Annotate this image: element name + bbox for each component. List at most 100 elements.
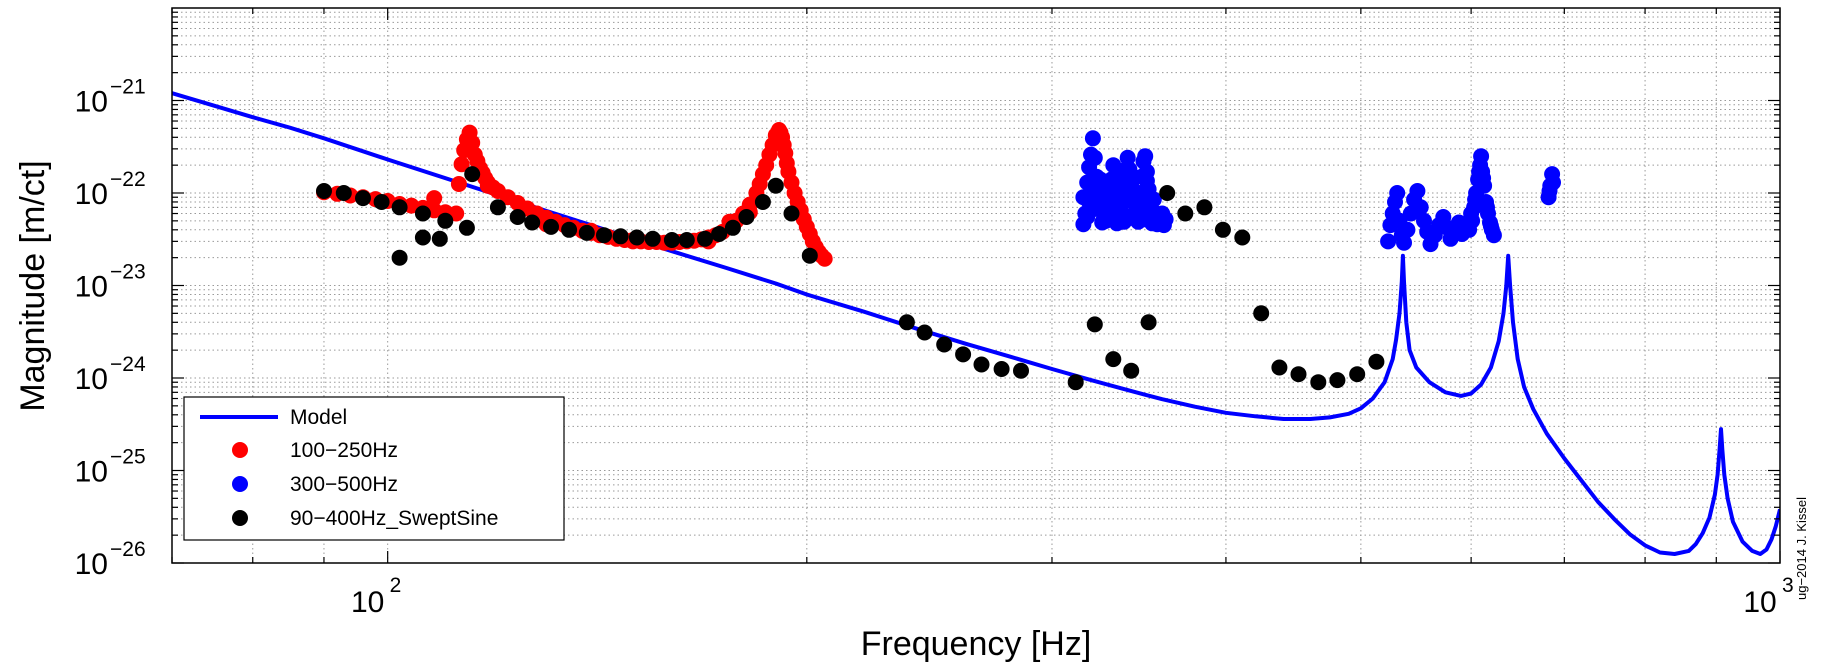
data-point-series-2 xyxy=(1157,211,1174,228)
data-point-series-2 xyxy=(1145,191,1162,208)
side-note: ug−2014 J. Kissel xyxy=(1794,497,1809,600)
model-curve xyxy=(172,91,1780,556)
data-point-series-2 xyxy=(1475,170,1492,187)
legend-swatch-series-3 xyxy=(232,510,248,526)
data-point-series-2 xyxy=(1110,163,1127,180)
y-tick-label-exponent: −26 xyxy=(110,538,146,561)
data-point-series-3 xyxy=(801,247,818,264)
data-point-series-2 xyxy=(1389,185,1406,201)
data-point-series-3 xyxy=(644,230,661,247)
data-point-series-3 xyxy=(391,199,408,216)
legend-label-series-1: 100−250Hz xyxy=(290,439,398,462)
data-point-series-2 xyxy=(1125,168,1141,185)
data-point-series-2 xyxy=(1132,199,1148,216)
data-point-series-3 xyxy=(335,185,352,201)
data-point-series-3 xyxy=(754,194,771,210)
data-point-series-1 xyxy=(450,176,467,192)
legend: Model 100−250Hz 300−500Hz 90−400Hz_Swept… xyxy=(183,396,565,541)
data-point-series-2 xyxy=(1409,183,1426,199)
legend-swatch-series-1 xyxy=(232,442,248,458)
y-tick-label-exponent: −22 xyxy=(110,168,146,191)
data-point-series-3 xyxy=(458,219,475,236)
data-point-series-3 xyxy=(1214,221,1231,238)
y-tick-label-exponent: −25 xyxy=(110,446,146,469)
data-point-series-3 xyxy=(955,346,972,363)
y-tick-label-exponent: −23 xyxy=(110,261,146,284)
data-point-series-3 xyxy=(1067,374,1084,391)
data-point-series-3 xyxy=(391,249,408,266)
y-tick-label: 10 xyxy=(75,548,108,581)
data-point-series-2 xyxy=(1081,194,1098,210)
y-axis-title: Magnitude [m/ct] xyxy=(14,160,52,411)
data-point-series-2 xyxy=(1138,172,1155,189)
data-point-series-3 xyxy=(414,205,431,222)
data-point-series-1 xyxy=(426,190,443,207)
data-point-series-2 xyxy=(1463,205,1480,222)
data-point-series-2 xyxy=(1117,189,1134,206)
data-point-series-3 xyxy=(711,226,728,242)
data-point-series-3 xyxy=(1086,316,1103,333)
data-point-series-1 xyxy=(479,177,496,194)
data-point-series-2 xyxy=(1473,148,1490,165)
data-point-series-2 xyxy=(1479,199,1495,216)
data-point-series-3 xyxy=(1013,362,1029,379)
data-point-series-3 xyxy=(1368,353,1385,370)
data-point-series-3 xyxy=(697,230,713,247)
y-tick-label-exponent: −21 xyxy=(110,76,146,99)
x-axis-title: Frequency [Hz] xyxy=(861,625,1092,663)
data-point-series-3 xyxy=(437,212,454,229)
x-tick-label-exponent: 3 xyxy=(1782,574,1794,597)
data-point-series-3 xyxy=(1349,366,1366,383)
data-point-series-3 xyxy=(1123,362,1140,379)
data-point-series-3 xyxy=(1177,205,1194,222)
y-tick-label-exponent: −24 xyxy=(110,353,146,376)
data-point-series-2 xyxy=(1380,233,1397,250)
legend-label-series-3: 90−400Hz_SweptSine xyxy=(290,507,498,530)
model-curve-layer xyxy=(172,91,1780,556)
y-tick-label: 10 xyxy=(75,363,108,396)
data-point-series-3 xyxy=(1271,359,1288,376)
data-point-series-3 xyxy=(993,361,1010,377)
data-point-series-2 xyxy=(1399,221,1416,238)
data-point-series-3 xyxy=(596,227,612,244)
data-point-series-2 xyxy=(1396,234,1412,251)
y-tick-label: 10 xyxy=(75,271,108,304)
data-point-series-3 xyxy=(561,221,578,238)
data-point-series-3 xyxy=(936,336,953,353)
data-point-series-1 xyxy=(464,134,481,151)
data-point-series-3 xyxy=(1140,314,1157,331)
data-point-series-3 xyxy=(724,219,741,236)
data-point-series-3 xyxy=(1310,374,1327,391)
y-tick-label: 10 xyxy=(75,178,108,211)
data-point-series-3 xyxy=(612,228,629,245)
data-point-series-3 xyxy=(663,232,680,248)
data-point-series-3 xyxy=(628,229,645,246)
data-point-series-3 xyxy=(1159,185,1176,201)
data-point-series-1 xyxy=(816,250,833,267)
data-point-series-2 xyxy=(1137,148,1154,165)
data-point-series-2 xyxy=(1103,196,1120,213)
data-point-series-3 xyxy=(509,209,526,225)
data-point-series-2 xyxy=(1482,218,1499,234)
data-point-series-3 xyxy=(1329,372,1346,389)
x-tick-label: 10 xyxy=(1743,586,1776,619)
data-point-series-3 xyxy=(431,230,448,247)
data-point-series-2 xyxy=(1086,149,1103,166)
data-point-series-3 xyxy=(1105,351,1122,368)
data-point-series-3 xyxy=(489,199,506,216)
data-point-series-2 xyxy=(1096,181,1113,198)
data-point-series-3 xyxy=(1253,305,1270,322)
x-tick-label-exponent: 2 xyxy=(390,574,402,597)
axis-ticks xyxy=(171,8,1781,564)
data-point-series-3 xyxy=(578,224,595,241)
data-point-series-3 xyxy=(1234,229,1251,246)
data-point-series-3 xyxy=(1290,366,1307,383)
data-point-series-3 xyxy=(767,177,784,194)
data-point-series-3 xyxy=(464,166,481,183)
x-tick-label: 10 xyxy=(351,586,384,619)
data-point-series-3 xyxy=(355,190,371,207)
data-point-series-3 xyxy=(316,183,332,199)
y-tick-label: 10 xyxy=(75,456,108,489)
data-point-series-3 xyxy=(543,218,559,235)
